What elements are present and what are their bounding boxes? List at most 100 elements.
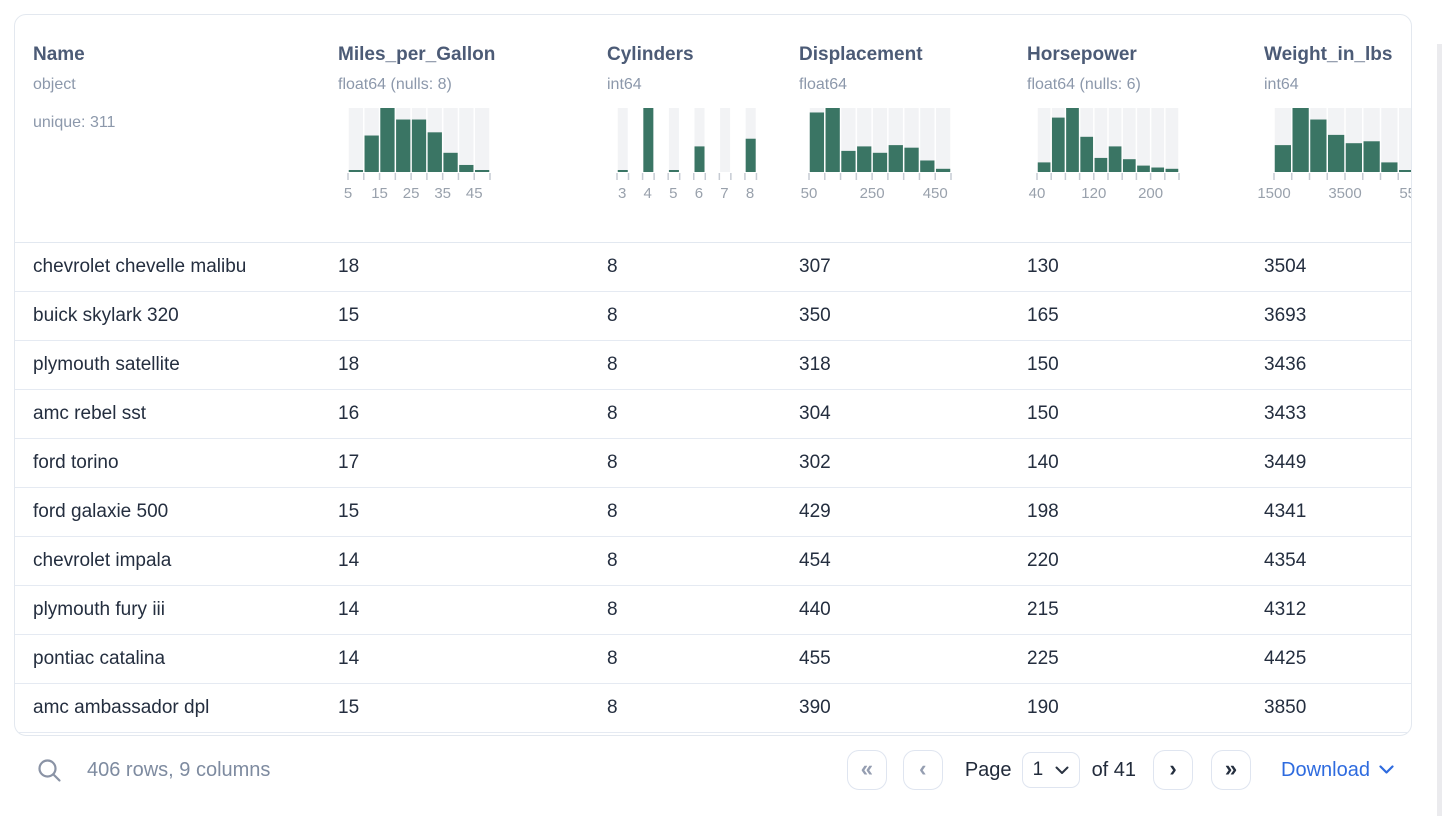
search-icon[interactable] xyxy=(36,757,63,784)
cell: 318 xyxy=(799,354,831,375)
column-dtype: float64 (nulls: 6) xyxy=(1027,76,1141,93)
cell: 3850 xyxy=(1264,697,1307,718)
status-bar: 406 rows, 9 columns « ‹ Page 1 of 41 › »… xyxy=(14,736,1410,804)
cell: 4312 xyxy=(1264,599,1307,620)
column-title[interactable]: Weight_in_lbs xyxy=(1264,44,1393,65)
table-row: amc rebel sst 16 8 304 150 3433 xyxy=(15,390,1411,439)
pagination: « ‹ Page 1 of 41 › » xyxy=(846,750,1252,790)
svg-text:450: 450 xyxy=(923,185,948,202)
chevron-down-icon xyxy=(1379,765,1394,774)
svg-text:3: 3 xyxy=(618,185,626,202)
cell: 3433 xyxy=(1264,403,1307,424)
column-dtype: int64 xyxy=(1264,76,1299,93)
cell: chevrolet impala xyxy=(33,550,172,571)
svg-text:6: 6 xyxy=(695,185,703,202)
cell: 15 xyxy=(338,697,360,718)
svg-text:200: 200 xyxy=(1138,185,1163,202)
cell: 14 xyxy=(338,599,360,620)
cell: 3693 xyxy=(1264,305,1307,326)
column-header-horsepower[interactable]: Horsepower float64 (nulls: 6) 40 120 200 xyxy=(1009,15,1246,242)
cell: 8 xyxy=(607,403,618,424)
column-unique-count: unique: 311 xyxy=(33,114,116,131)
download-button[interactable]: Download xyxy=(1281,759,1394,782)
cell: 165 xyxy=(1027,305,1059,326)
histogram-miles_per_gallon[interactable]: 5 15 25 35 45 xyxy=(344,108,589,202)
cell: 190 xyxy=(1027,697,1059,718)
table-body: chevrolet chevelle malibu 18 8 307 130 3504 bu… xyxy=(15,243,1411,733)
cell: plymouth satellite xyxy=(33,354,180,375)
cell: 198 xyxy=(1027,501,1059,522)
row-count-label: 406 rows, 9 columns xyxy=(87,758,271,781)
cell: 304 xyxy=(799,403,831,424)
table-header: Name object unique: 311 Miles_per_Gallon flo… xyxy=(15,15,1411,243)
cell: 17 xyxy=(338,452,360,473)
cell: 4354 xyxy=(1264,550,1307,571)
page-select-value: 1 xyxy=(1032,759,1044,780)
cell: 302 xyxy=(799,452,831,473)
last-page-button[interactable]: » xyxy=(1211,750,1252,790)
svg-text:25: 25 xyxy=(403,185,420,202)
cell: chevrolet chevelle malibu xyxy=(33,256,247,277)
column-header-cylinders[interactable]: Cylinders int64 3 4 5 6 7 8 xyxy=(589,15,781,242)
cell: 4341 xyxy=(1264,501,1307,522)
column-header-displacement[interactable]: Displacement float64 50 250 450 xyxy=(781,15,1009,242)
column-header-miles_per_gallon[interactable]: Miles_per_Gallon float64 (nulls: 8) 5 15 25 3… xyxy=(320,15,589,242)
column-dtype: float64 xyxy=(799,76,848,93)
cell: 15 xyxy=(338,305,360,326)
cell: pontiac catalina xyxy=(33,648,166,669)
next-page-button[interactable]: › xyxy=(1153,750,1194,790)
svg-text:45: 45 xyxy=(466,185,483,202)
column-title[interactable]: Name xyxy=(33,44,85,65)
column-title[interactable]: Cylinders xyxy=(607,44,694,65)
page-label: Page xyxy=(964,758,1012,781)
table-row: plymouth fury iii 14 8 440 215 4312 xyxy=(15,586,1411,635)
svg-text:1500: 1500 xyxy=(1257,185,1290,202)
page-select[interactable]: 1 xyxy=(1021,752,1080,788)
cell: 429 xyxy=(799,501,831,522)
table-row: pontiac catalina 14 8 455 225 4425 xyxy=(15,635,1411,684)
cell: 8 xyxy=(607,452,618,473)
column-dtype: int64 xyxy=(607,76,642,93)
column-title[interactable]: Miles_per_Gallon xyxy=(338,44,496,65)
table-row: buick skylark 320 15 8 350 165 3693 xyxy=(15,292,1411,341)
cell: 15 xyxy=(338,501,360,522)
svg-text:250: 250 xyxy=(860,185,885,202)
svg-text:5: 5 xyxy=(669,185,677,202)
cell: 8 xyxy=(607,305,618,326)
prev-page-button[interactable]: ‹ xyxy=(902,750,943,790)
svg-text:7: 7 xyxy=(720,185,728,202)
cell: 4425 xyxy=(1264,648,1307,669)
cell: 220 xyxy=(1027,550,1059,571)
svg-text:3500: 3500 xyxy=(1328,185,1361,202)
column-header-name[interactable]: Name object unique: 311 xyxy=(15,15,320,242)
first-page-button[interactable]: « xyxy=(846,750,887,790)
histogram-horsepower[interactable]: 40 120 200 xyxy=(1029,108,1246,202)
cell: 454 xyxy=(799,550,831,571)
cell: buick skylark 320 xyxy=(33,305,179,326)
cell: amc ambassador dpl xyxy=(33,697,210,718)
svg-text:8: 8 xyxy=(746,185,754,202)
cell: 18 xyxy=(338,256,360,277)
cell: 8 xyxy=(607,354,618,375)
column-title[interactable]: Displacement xyxy=(799,44,923,65)
adjacent-panel-edge xyxy=(1437,44,1442,816)
cell: 390 xyxy=(799,697,831,718)
column-header-weight_in_lbs[interactable]: Weight_in_lbs int64 1500 3500 5500 xyxy=(1246,15,1411,242)
histogram-weight_in_lbs[interactable]: 1500 3500 5500 xyxy=(1257,108,1411,202)
cell: 3504 xyxy=(1264,256,1307,277)
cell: ford torino xyxy=(33,452,119,473)
column-title[interactable]: Horsepower xyxy=(1027,44,1137,65)
cell: 8 xyxy=(607,648,618,669)
page-total-label: of 41 xyxy=(1091,758,1137,781)
cell: 225 xyxy=(1027,648,1059,669)
cell: 8 xyxy=(607,501,618,522)
cell: 18 xyxy=(338,354,360,375)
histogram-displacement[interactable]: 50 250 450 xyxy=(801,108,1009,202)
column-dtype: object xyxy=(33,76,76,93)
table-row: chevrolet chevelle malibu 18 8 307 130 3504 xyxy=(15,243,1411,292)
cell: 215 xyxy=(1027,599,1059,620)
cell: 3436 xyxy=(1264,354,1307,375)
cell: 8 xyxy=(607,256,618,277)
